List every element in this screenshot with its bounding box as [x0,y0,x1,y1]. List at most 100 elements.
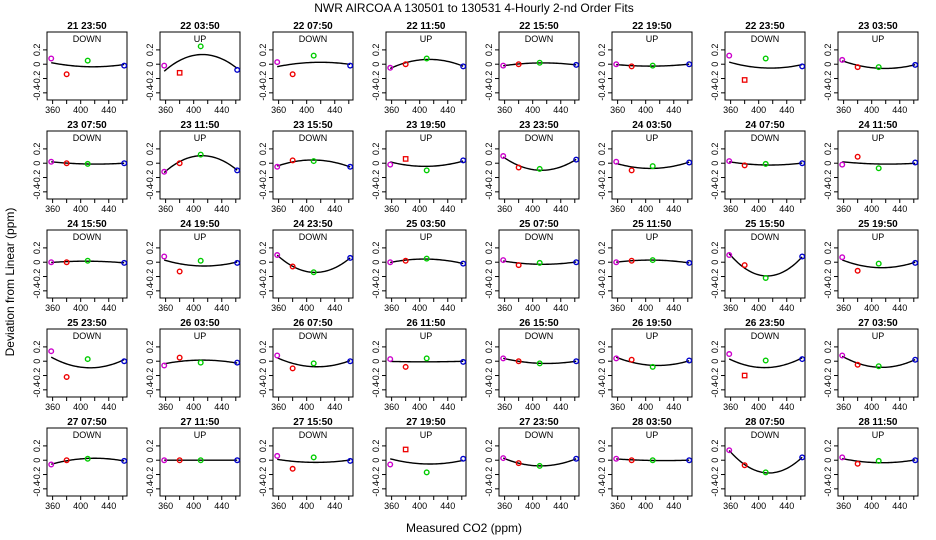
data-point [423,255,430,262]
y-tick-label: -0.4 [145,85,155,101]
panel-title: 26 23:50 [745,318,785,329]
y-tick-label: 0.2 [710,242,720,255]
x-tick-label: 400 [751,105,766,115]
panel-direction-label: DOWN [73,34,102,44]
x-tick-label: 440 [892,402,907,412]
x-axis-label: Measured CO2 (ppm) [406,521,522,535]
panel-direction-label: DOWN [73,232,102,242]
panel-direction-label: UP [646,34,659,44]
x-tick-label: 440 [327,204,342,214]
x-tick-label: 440 [779,204,794,214]
data-point [912,159,919,166]
data-point [84,57,91,64]
data-point [234,457,241,464]
fit-curve [164,259,238,267]
y-tick-label: -0.4 [823,184,833,200]
y-tick-label: 0 [484,161,494,166]
x-tick-label: 400 [864,204,879,214]
y-tick-label: -0.2 [371,467,381,483]
panel-title: 24 15:50 [67,219,107,230]
x-tick-label: 440 [440,501,455,511]
x-tick-label: 400 [638,303,653,313]
y-tick-label: 0.2 [32,242,42,255]
y-tick-label: 0.2 [32,440,42,453]
y-tick-label: 0 [710,359,720,364]
y-tick-label: 0.2 [597,44,607,57]
data-point [347,163,354,170]
panel-title: 26 03:50 [180,318,220,329]
x-tick-label: 360 [723,303,738,313]
x-tick-label: 360 [45,501,60,511]
y-tick-label: -0.4 [258,85,268,101]
x-tick-label: 440 [779,402,794,412]
fit-curve [276,357,351,368]
x-tick-label: 360 [836,204,851,214]
y-tick-label: 0 [371,161,381,166]
fit-curve [616,259,690,264]
y-tick-label: -0.2 [597,71,607,87]
panel-frame [837,130,919,200]
data-point [387,259,394,266]
x-tick-label: 400 [186,303,201,313]
panel-direction-label: UP [646,232,659,242]
data-point [536,259,543,266]
data-point [839,352,846,359]
x-tick-label: 360 [497,402,512,412]
x-tick-label: 400 [638,204,653,214]
panel-direction-label: DOWN [751,430,780,440]
y-tick-label: 0.2 [823,242,833,255]
data-point [289,365,296,372]
y-tick-label: 0 [371,62,381,67]
x-tick-label: 360 [271,303,286,313]
x-tick-label: 400 [412,501,427,511]
y-tick-label: -0.2 [484,368,494,384]
data-point [289,157,296,164]
y-tick-label: 0.2 [597,143,607,156]
panel-frame [724,229,806,299]
x-tick-label: 400 [186,105,201,115]
y-tick-label: 0 [597,62,607,67]
data-point [875,457,882,464]
y-tick-label: -0.2 [710,170,720,186]
y-tick-label: 0 [484,458,494,463]
panel-title: 22 07:50 [293,21,333,32]
y-tick-label: -0.4 [258,283,268,299]
x-tick-label: 400 [186,204,201,214]
data-point [274,252,281,259]
data-point [84,257,91,264]
y-tick-label: -0.4 [484,85,494,101]
x-tick-label: 360 [158,204,173,214]
data-point [423,55,430,62]
data-point [310,269,317,276]
x-tick-label: 400 [864,402,879,412]
y-tick-label: -0.2 [710,71,720,87]
data-point [289,263,296,270]
x-tick-label: 360 [271,402,286,412]
data-point [686,61,693,68]
panel-frame [611,31,693,101]
y-tick-label: 0 [258,359,268,364]
panel-frame [385,328,467,398]
panel-frame [46,328,128,398]
y-tick-label: 0 [145,359,155,364]
y-tick-label: 0 [823,458,833,463]
data-point [613,61,620,68]
y-tick-label: -0.4 [823,481,833,497]
panel-direction-label: UP [420,133,433,143]
data-point [762,274,769,281]
y-tick-label: 0.2 [32,143,42,156]
y-tick-label: -0.2 [484,170,494,186]
y-tick-label: -0.2 [823,467,833,483]
data-point [854,64,861,71]
y-tick-label: 0.2 [371,440,381,453]
data-point [460,157,467,164]
y-tick-label: -0.4 [145,382,155,398]
data-point [741,372,748,379]
x-tick-label: 360 [610,105,625,115]
